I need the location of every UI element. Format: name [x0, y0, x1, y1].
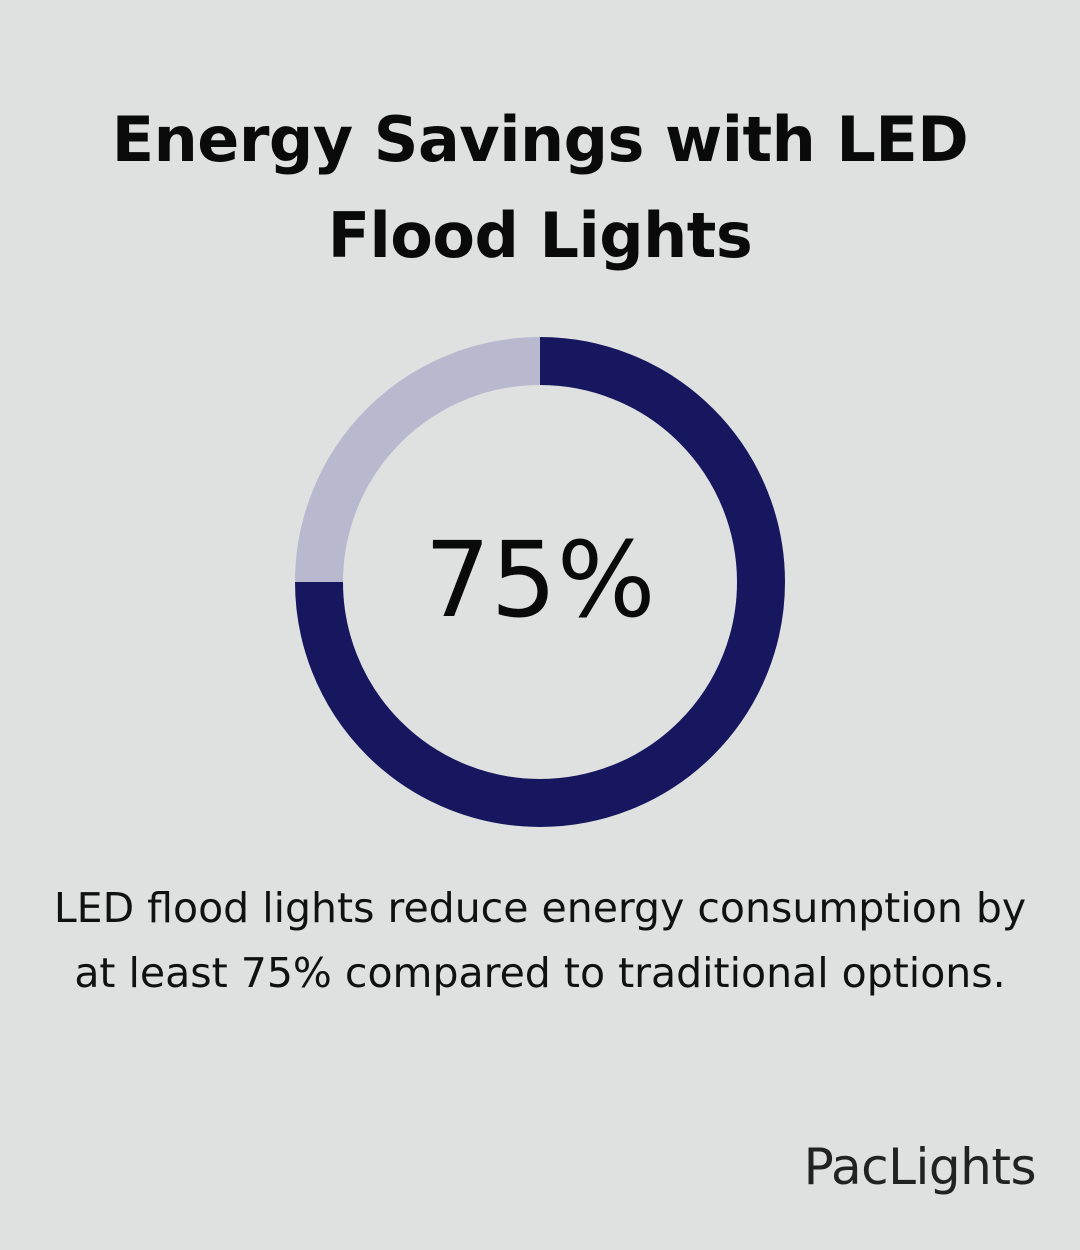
infographic-title: Energy Savings with LED Flood Lights	[111, 103, 969, 272]
donut-center-value: 75%	[424, 519, 656, 641]
infographic-caption: LED flood lights reduce energy consumpti…	[53, 884, 1027, 997]
donut-slice-filled	[295, 337, 785, 827]
donut-slice-remaining	[295, 337, 541, 583]
paclights-logo: PacLights	[803, 1138, 1037, 1196]
